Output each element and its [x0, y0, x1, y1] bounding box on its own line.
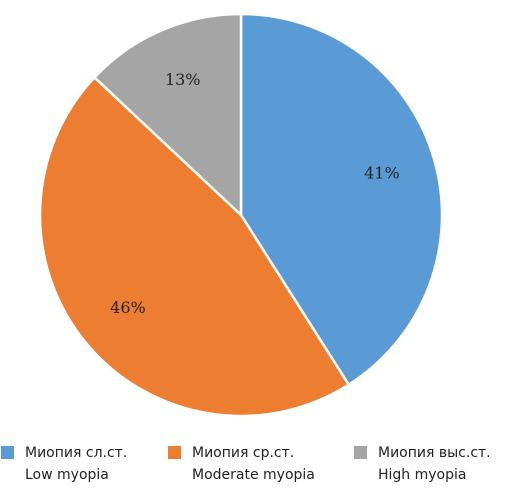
pie-data-label-high-myopia: 13% [165, 70, 201, 89]
legend-label-en: High myopia [378, 467, 467, 483]
legend-swatch-high-myopia [354, 446, 367, 459]
chart-legend: Миопия сл.ст. Low myopia Миопия ср.ст. M… [0, 442, 523, 492]
pie-slice-high-myopia [92, 12, 243, 218]
pie-data-label-moderate-myopia: 46% [110, 298, 146, 317]
legend-label-en: Low myopia [25, 467, 109, 483]
legend-label-en: Moderate myopia [192, 467, 315, 483]
pie-data-label-low-myopia: 41% [364, 164, 400, 183]
legend-swatch-low-myopia [1, 446, 14, 459]
pie-chart-svg: 41% 46% 13% [38, 12, 444, 418]
pie-slice-moderate-myopia [38, 75, 351, 418]
pie-chart: 41% 46% 13% [38, 12, 444, 418]
legend-swatch-moderate-myopia [168, 446, 181, 459]
legend-label-ru: Миопия сл.ст. [25, 445, 128, 461]
legend-label-ru: Миопия ср.ст. [192, 445, 295, 461]
legend-label-ru: Миопия выс.ст. [378, 445, 491, 461]
